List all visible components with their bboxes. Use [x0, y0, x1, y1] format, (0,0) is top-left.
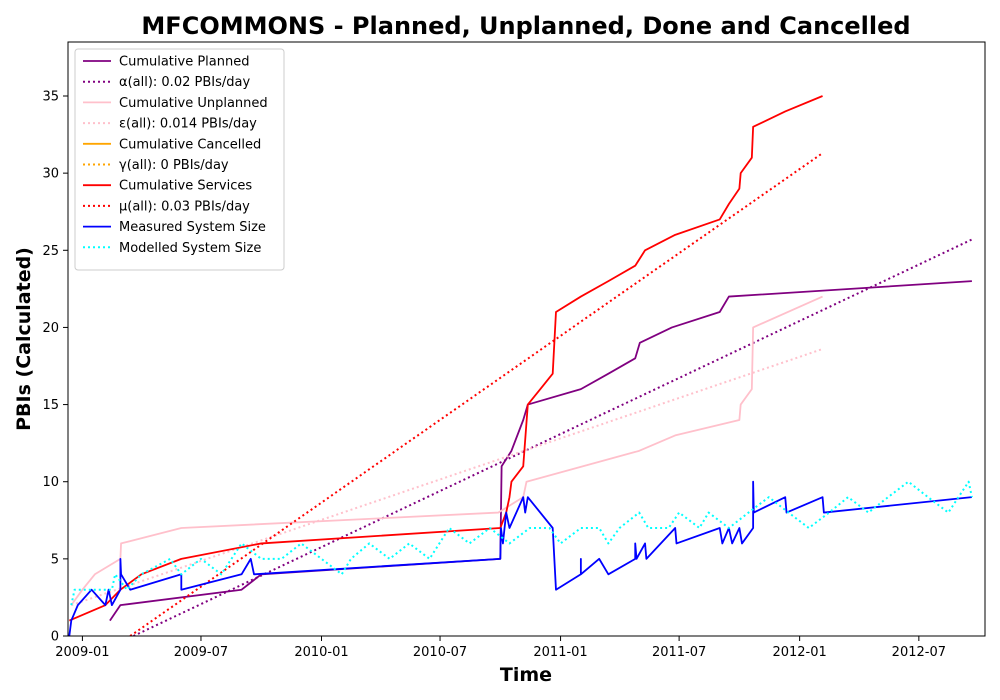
legend-label: Cumulative Unplanned [119, 96, 268, 111]
series-line-all-0-014-pbis-day [70, 348, 823, 607]
series-line-measured-system-size [68, 480, 972, 636]
x-axis-title: Time [500, 664, 552, 686]
y-axis: 0 5 10 15 20 25 30 35 [42, 90, 68, 645]
y-tick-label: 25 [42, 244, 59, 259]
x-axis: 2009-01 2009-07 2010-01 2010-07 2011-01 2011-… [55, 636, 946, 660]
x-tick-label: 2010-07 [413, 645, 467, 660]
y-tick-label: 0 [51, 630, 59, 645]
legend-label: α(all): 0.02 PBIs/day [119, 75, 250, 90]
x-tick-label: 2011-07 [652, 645, 706, 660]
x-tick-label: 2010-01 [294, 645, 348, 660]
legend-label: μ(all): 0.03 PBIs/day [119, 199, 250, 214]
legend: Cumulative Planned α(all): 0.02 PBIs/day C… [74, 48, 285, 271]
y-tick-label: 20 [42, 321, 59, 336]
series-line-all-0-03-pbis-day [129, 152, 824, 636]
series-line-cumulative-services [68, 95, 823, 622]
y-tick-label: 35 [42, 90, 59, 105]
y-tick-label: 30 [42, 167, 59, 182]
y-axis-title: PBIs (Calculated) [13, 247, 35, 431]
legend-box [74, 48, 285, 271]
x-tick-label: 2009-07 [174, 645, 228, 660]
x-tick-label: 2012-07 [892, 645, 946, 660]
legend-label: Measured System Size [119, 220, 266, 235]
legend-label: Cumulative Planned [119, 55, 249, 70]
legend-label: Cumulative Services [119, 179, 252, 194]
y-tick-label: 5 [51, 552, 59, 567]
legend-label: γ(all): 0 PBIs/day [119, 158, 229, 173]
legend-label: Cumulative Cancelled [119, 137, 261, 152]
chart-title: MFCOMMONS - Planned, Unplanned, Done and… [141, 12, 910, 40]
plot-frame [67, 41, 986, 637]
legend-label: Modelled System Size [119, 241, 261, 256]
series-line-cumulative-unplanned [70, 295, 823, 606]
y-tick-label: 15 [42, 398, 59, 413]
series-layer [68, 95, 973, 636]
series-line-modelled-system-size [70, 480, 973, 606]
y-tick-label: 10 [42, 475, 59, 490]
legend-label: ε(all): 0.014 PBIs/day [119, 117, 257, 132]
x-tick-label: 2009-01 [55, 645, 109, 660]
x-tick-label: 2011-01 [533, 645, 587, 660]
x-tick-label: 2012-01 [772, 645, 826, 660]
